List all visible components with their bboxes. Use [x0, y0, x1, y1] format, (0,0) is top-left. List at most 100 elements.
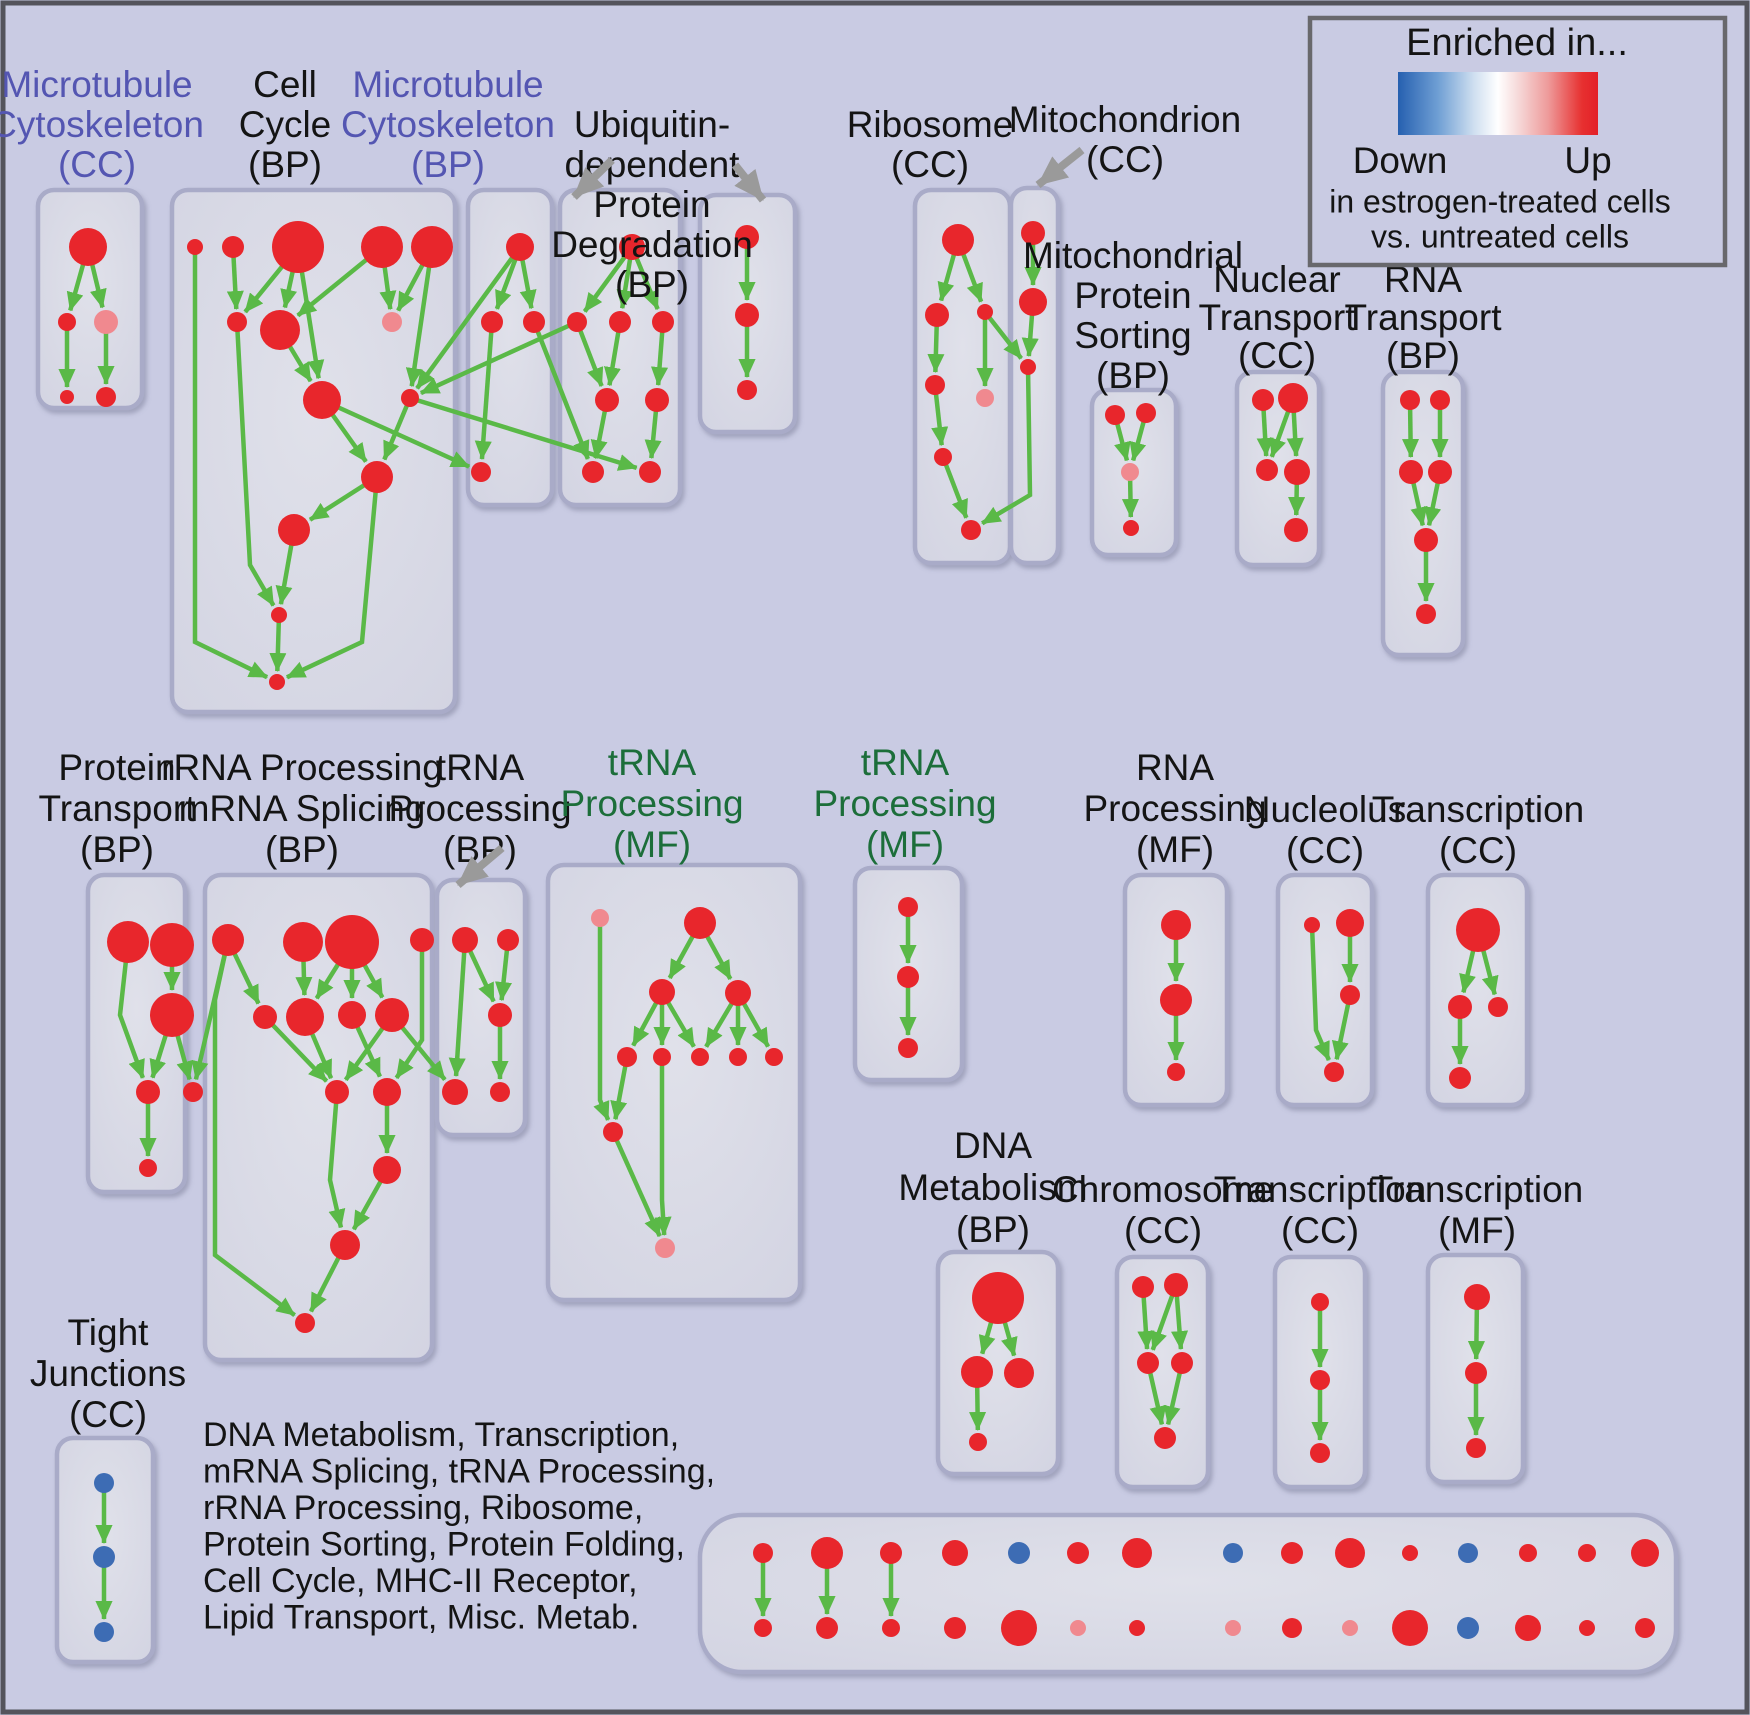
edge-arrow: [1309, 924, 1331, 1061]
gene-node-nuclear-n4: [1284, 459, 1310, 485]
gene-node-trans_mf-y1: [1464, 1284, 1490, 1310]
layer-boxes: [35, 185, 1679, 1675]
gene-node-misc-a14: [1578, 1544, 1596, 1562]
group-label-prot_t-line2: (BP): [80, 829, 154, 870]
gene-node-trna_mf_big-g10: [655, 1238, 675, 1258]
gene-node-nucleolus-u4: [1324, 1062, 1344, 1082]
gene-node-misc-a2: [811, 1537, 843, 1569]
gene-node-cell_cycle-c13: [278, 514, 310, 546]
gene-node-ribosome-r1: [942, 224, 974, 256]
label-pointer-arrow-ubiq_a-1: [731, 162, 767, 203]
edge-arrow: [654, 1057, 672, 1237]
legend-condition-line1: in estrogen-treated cells: [1329, 183, 1671, 219]
gene-node-ubiq_a-d5: [645, 388, 669, 412]
gene-node-misc-z12: [1457, 1617, 1479, 1639]
gene-node-cell_cycle-c5: [411, 226, 453, 268]
edge-arrow: [234, 321, 276, 607]
group-label-trna_mf_big-line1: Processing: [560, 783, 743, 824]
gene-node-misc-z10: [1342, 1620, 1358, 1636]
edge-arrow: [382, 397, 413, 461]
gene-node-ubiq_a-dt: [619, 234, 645, 260]
group-label-rna_t-line1: Transport: [1345, 297, 1503, 338]
group-label-rrna-line1: mRNA Splicing: [179, 788, 426, 829]
gene-node-mito-m1: [1021, 221, 1045, 245]
group-label-ubiq_a-line3: Degradation: [551, 224, 753, 265]
gene-node-tight_j-j3: [94, 1622, 114, 1642]
gene-node-trans_cc2-v1: [1456, 908, 1500, 952]
gene-node-tight_j-j1: [94, 1473, 114, 1493]
gene-node-rrna-R1: [212, 924, 244, 956]
edge-arrow: [394, 940, 425, 1080]
group-box-ubiq_a: [557, 187, 683, 508]
edge-arrow: [610, 1131, 662, 1238]
group-label-nucleolus-line0: Nucleolus: [1244, 789, 1406, 830]
group-label-ribosome-line1: (CC): [891, 144, 969, 185]
gene-node-misc-a13: [1519, 1544, 1537, 1562]
group-label-mc_cc-line1: Cytoskeleton: [0, 104, 204, 145]
group-box-trna_mf_big: [545, 862, 803, 1303]
edge-arrow: [448, 939, 468, 1078]
gene-node-dna_met-w3: [1004, 1358, 1034, 1388]
edge-arrow: [419, 319, 578, 396]
gene-node-rna_t-t1: [1400, 390, 1420, 410]
gene-node-tight_j-j2: [93, 1546, 115, 1568]
gene-node-mps-p3: [1121, 463, 1139, 481]
edge-arrow: [285, 476, 380, 680]
group-label-trans_cc2-line0: Transcription: [1372, 789, 1584, 830]
gene-node-misc-z14: [1579, 1620, 1595, 1636]
group-label-rrna-line2: (BP): [265, 829, 339, 870]
gene-node-ubiq_a-d6: [582, 461, 604, 483]
gene-node-rrna-R12: [330, 1230, 360, 1260]
gene-node-rrna-R13: [295, 1313, 315, 1333]
gene-node-rrna-R11: [373, 1156, 401, 1184]
group-label-mito-line1: (CC): [1086, 139, 1164, 180]
group-label-mc_bp-line2: (BP): [411, 144, 485, 185]
gene-node-misc-z6: [1070, 1620, 1086, 1636]
group-label-chromosome-line1: (CC): [1124, 1210, 1202, 1251]
gene-node-rrna-R8: [375, 998, 409, 1032]
gene-node-ribosome-r2: [925, 303, 949, 327]
gene-node-rrna-R6: [286, 998, 324, 1036]
gene-node-chromosome-h2: [1164, 1273, 1188, 1297]
gene-node-prot_t-P1: [107, 921, 149, 963]
group-label-nucleolus-line1: (CC): [1286, 830, 1364, 871]
group-label-mito-line0: Mitochondrion: [1009, 99, 1241, 140]
group-label-trans_cc2-line1: (CC): [1439, 830, 1517, 871]
gene-node-ubiq_a-d7: [639, 461, 661, 483]
gene-node-mc_cc-d: [60, 390, 74, 404]
group-label-prot_t-line0: Protein: [58, 747, 175, 788]
gene-node-rrna-R5: [253, 1005, 277, 1029]
gene-node-mc_cc-e: [96, 387, 116, 407]
gene-node-nucleolus-u1: [1304, 917, 1320, 933]
group-box-chromosome: [1114, 1254, 1211, 1490]
group-label-mc_bp-line1: Cytoskeleton: [341, 104, 555, 145]
group-box-cell_cycle: [169, 187, 458, 715]
group-label-trna_mf_small-line0: tRNA: [861, 742, 950, 783]
gene-node-chromosome-h4: [1171, 1352, 1193, 1374]
gene-node-ribosome-r4: [925, 375, 945, 395]
gene-node-nuclear-n3: [1256, 459, 1278, 481]
gene-node-prot_t-P4: [136, 1080, 160, 1104]
group-label-mc_cc-line2: (CC): [58, 144, 136, 185]
group-label-trans_mf-line1: (MF): [1438, 1210, 1516, 1251]
gene-node-misc-z9: [1282, 1618, 1302, 1638]
gene-node-misc-a5: [1008, 1542, 1030, 1564]
gene-node-nuclear-n2: [1278, 383, 1308, 413]
group-label-mps-line3: (BP): [1096, 355, 1170, 396]
label-pointer-arrow-ubiq_a-0: [571, 157, 615, 200]
gene-node-trna_mf_big-g8: [765, 1048, 783, 1066]
gene-node-trans_cc2-v4: [1449, 1067, 1471, 1089]
group-label-ubiq_a-line4: (BP): [615, 264, 689, 305]
legend-down-label: Down: [1353, 140, 1448, 181]
group-label-rna_t-line2: (BP): [1386, 335, 1460, 376]
group-label-chromosome-line0: Chromosome: [1052, 1169, 1274, 1210]
group-label-prot_t-line1: Transport: [39, 788, 197, 829]
gene-node-trna_mf_big-g0: [591, 909, 609, 927]
edge-arrow: [415, 245, 522, 390]
gene-node-cell_cycle-c8: [382, 312, 402, 332]
gene-node-dna_met-w1: [972, 1272, 1024, 1324]
gene-node-trans_cc2-v3: [1488, 997, 1508, 1017]
gene-node-cell_cycle-c6: [227, 312, 247, 332]
